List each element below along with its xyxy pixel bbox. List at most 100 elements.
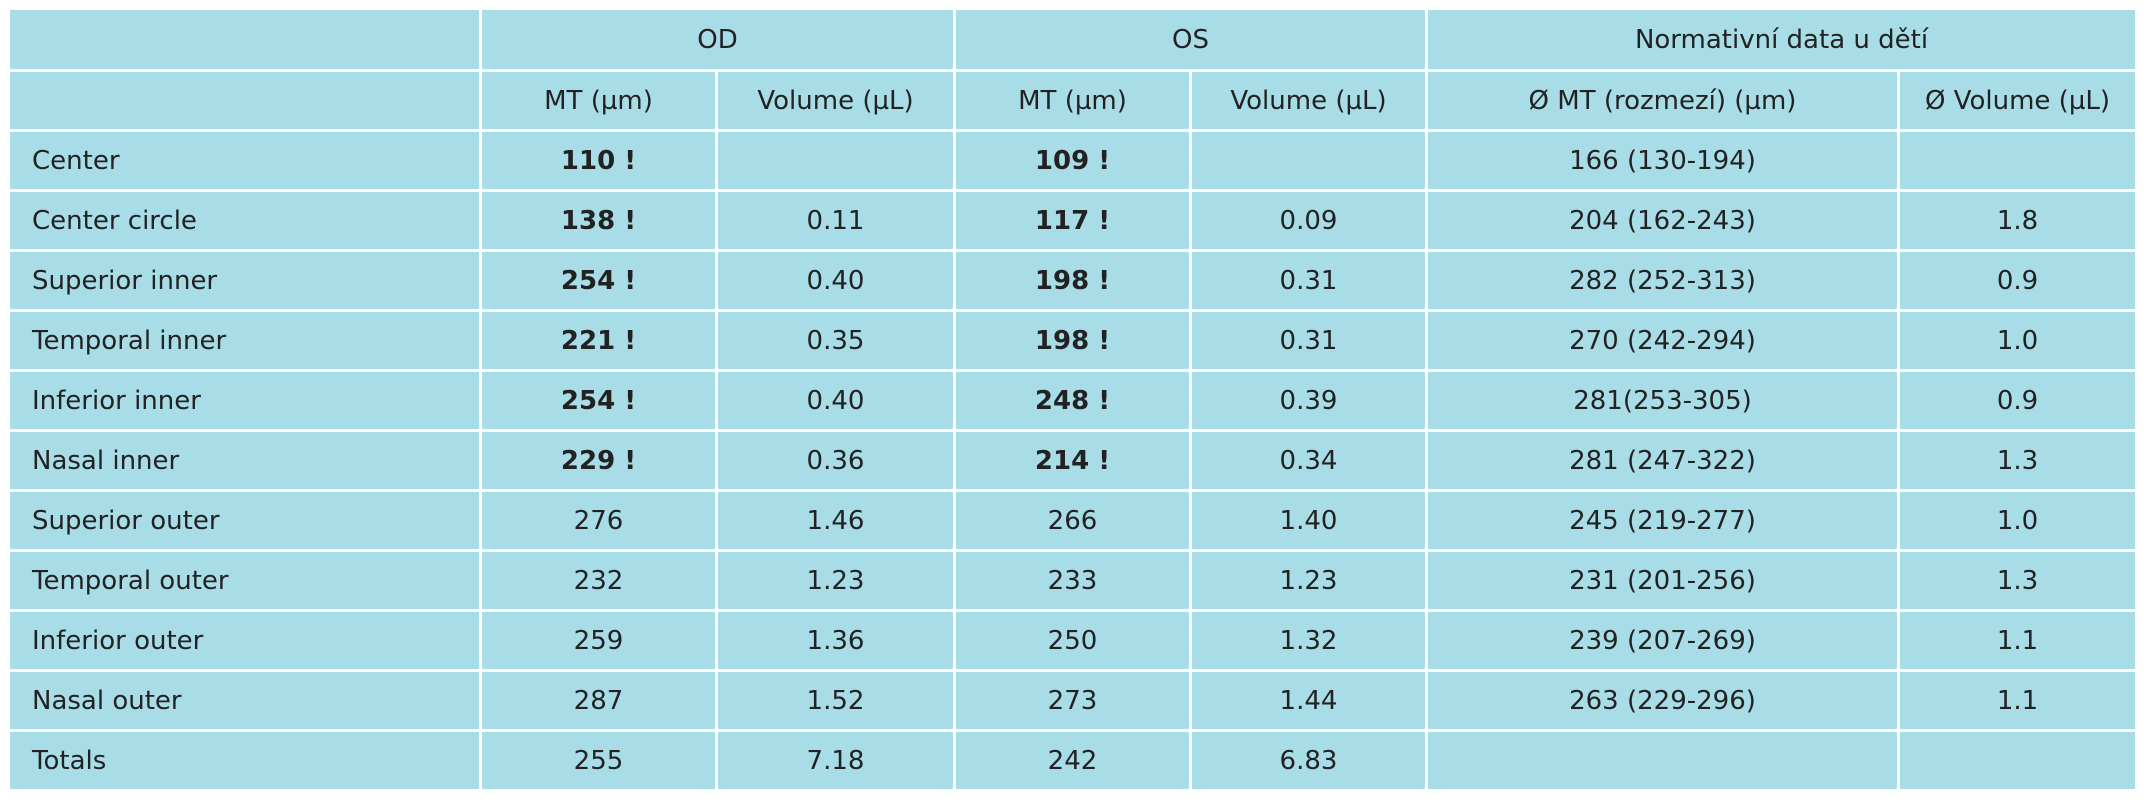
row-label: Temporal inner: [7, 309, 482, 372]
table-cell: 266: [953, 489, 1192, 552]
table-cell: 254 !: [479, 249, 718, 312]
table-cell: 166 (130-194): [1425, 129, 1900, 192]
table-cell: [715, 129, 956, 192]
table-cell: 232: [479, 549, 718, 612]
table-cell: 263 (229-296): [1425, 669, 1900, 732]
table-row: Superior outer 276 1.46 266 1.40 245 (219-277…: [7, 489, 2138, 552]
column-header: MT (µm): [479, 69, 718, 132]
table-cell: 1.8: [1897, 189, 2138, 252]
table-row: MT (µm) Volume (µL) MT (µm) Volume (µL) Ø MT…: [7, 69, 2138, 132]
row-label: Center circle: [7, 189, 482, 252]
table-row: Nasal inner 229 ! 0.36 214 ! 0.34 281 (247-32…: [7, 429, 2138, 492]
table-cell: 0.36: [715, 429, 956, 492]
table-cell: 1.0: [1897, 309, 2138, 372]
table-cell: 229 !: [479, 429, 718, 492]
table-cell: [1425, 729, 1900, 792]
table-cell: 233: [953, 549, 1192, 612]
row-label: Temporal outer: [7, 549, 482, 612]
row-label: Nasal outer: [7, 669, 482, 732]
table-cell: 109 !: [953, 129, 1192, 192]
table: OD OS Normativní data u dětí MT (µm) Volume …: [7, 7, 2138, 792]
column-header: Ø Volume (µL): [1897, 69, 2138, 132]
table-cell: 0.35: [715, 309, 956, 372]
table-cell: 198 !: [953, 309, 1192, 372]
table-cell: 0.11: [715, 189, 956, 252]
table-cell: 239 (207-269): [1425, 609, 1900, 672]
table-cell: 270 (242-294): [1425, 309, 1900, 372]
table-cell: 1.0: [1897, 489, 2138, 552]
table-cell: 110 !: [479, 129, 718, 192]
table-cell: 245 (219-277): [1425, 489, 1900, 552]
table-row: Temporal outer 232 1.23 233 1.23 231 (201-256…: [7, 549, 2138, 612]
table-cell: 1.32: [1189, 609, 1428, 672]
table-cell: 0.40: [715, 369, 956, 432]
row-label: Superior inner: [7, 249, 482, 312]
column-header: Volume (µL): [1189, 69, 1428, 132]
table-cell: 273: [953, 669, 1192, 732]
table-cell: [1189, 129, 1428, 192]
row-label: Center: [7, 129, 482, 192]
table-cell: 0.40: [715, 249, 956, 312]
table-cell: 281 (247-322): [1425, 429, 1900, 492]
table-cell: 231 (201-256): [1425, 549, 1900, 612]
group-header: OD: [479, 7, 956, 72]
table-cell: 0.34: [1189, 429, 1428, 492]
table-cell: 204 (162-243): [1425, 189, 1900, 252]
row-label: Inferior inner: [7, 369, 482, 432]
table-cell: 1.52: [715, 669, 956, 732]
group-header: OS: [953, 7, 1428, 72]
table-cell: 1.1: [1897, 609, 2138, 672]
table-cell: 1.23: [715, 549, 956, 612]
table-cell: 1.3: [1897, 549, 2138, 612]
corner-cell: [7, 69, 482, 132]
table-cell: 1.23: [1189, 549, 1428, 612]
row-label: Inferior outer: [7, 609, 482, 672]
table-row: Nasal outer 287 1.52 273 1.44 263 (229-296) 1.…: [7, 669, 2138, 732]
table-cell: 117 !: [953, 189, 1192, 252]
table-cell: 0.9: [1897, 369, 2138, 432]
table-cell: 250: [953, 609, 1192, 672]
table-cell: 1.44: [1189, 669, 1428, 732]
table-cell: 0.39: [1189, 369, 1428, 432]
table-row: Inferior inner 254 ! 0.40 248 ! 0.39 281(253-…: [7, 369, 2138, 432]
row-label: Superior outer: [7, 489, 482, 552]
table-row: Inferior outer 259 1.36 250 1.32 239 (207-269…: [7, 609, 2138, 672]
group-header: Normativní data u dětí: [1425, 7, 2138, 72]
table-cell: 1.1: [1897, 669, 2138, 732]
table-cell: 7.18: [715, 729, 956, 792]
column-header: Volume (µL): [715, 69, 956, 132]
table-cell: 6.83: [1189, 729, 1428, 792]
table-row: Superior inner 254 ! 0.40 198 ! 0.31 282 (252…: [7, 249, 2138, 312]
table-cell: 1.36: [715, 609, 956, 672]
table-cell: 138 !: [479, 189, 718, 252]
table-cell: 0.31: [1189, 249, 1428, 312]
table-cell: 214 !: [953, 429, 1192, 492]
row-label: Nasal inner: [7, 429, 482, 492]
table-row: Center circle 138 ! 0.11 117 ! 0.09 204 (162-…: [7, 189, 2138, 252]
table-cell: 282 (252-313): [1425, 249, 1900, 312]
table-cell: 198 !: [953, 249, 1192, 312]
table-cell: 1.46: [715, 489, 956, 552]
column-header: Ø MT (rozmezí) (µm): [1425, 69, 1900, 132]
table-row: OD OS Normativní data u dětí: [7, 7, 2138, 72]
table-cell: 0.31: [1189, 309, 1428, 372]
table-cell: 254 !: [479, 369, 718, 432]
table-row: Center 110 ! 109 ! 166 (130-194): [7, 129, 2138, 192]
table-cell: [1897, 729, 2138, 792]
table-cell: 281(253-305): [1425, 369, 1900, 432]
table-cell: 1.3: [1897, 429, 2138, 492]
table-cell: 1.40: [1189, 489, 1428, 552]
table-cell: 0.9: [1897, 249, 2138, 312]
table-cell: 259: [479, 609, 718, 672]
corner-cell: [7, 7, 482, 72]
table-cell: 287: [479, 669, 718, 732]
table-cell: 276: [479, 489, 718, 552]
table-cell: 221 !: [479, 309, 718, 372]
row-label: Totals: [7, 729, 482, 792]
table-cell: 0.09: [1189, 189, 1428, 252]
table-row: Totals 255 7.18 242 6.83: [7, 729, 2138, 792]
column-header: MT (µm): [953, 69, 1192, 132]
table-row: Temporal inner 221 ! 0.35 198 ! 0.31 270 (242…: [7, 309, 2138, 372]
table-cell: 248 !: [953, 369, 1192, 432]
table-cell: 242: [953, 729, 1192, 792]
